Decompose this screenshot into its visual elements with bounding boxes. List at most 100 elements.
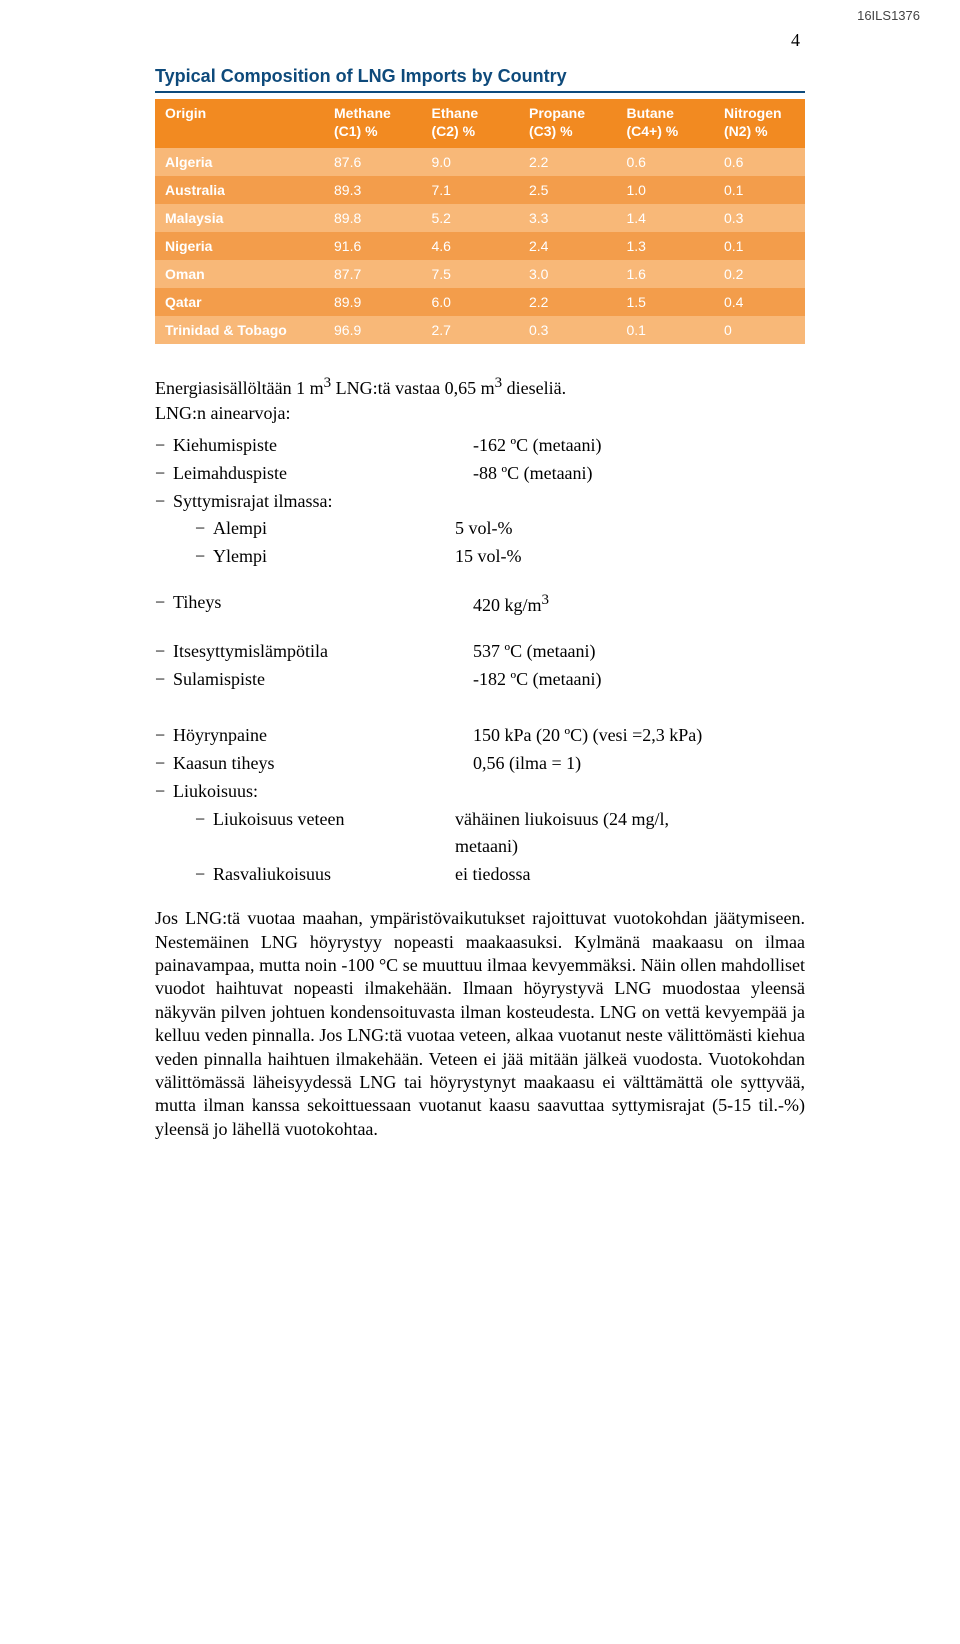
- table-row: Nigeria91.64.62.41.30.1: [155, 232, 805, 260]
- table-cell: Qatar: [155, 288, 324, 316]
- table-cell: 2.7: [422, 316, 520, 344]
- table-header-cell: Nitrogen(N2) %: [714, 99, 805, 148]
- table-head: OriginMethane(C1) %Ethane(C2) %Propane(C…: [155, 99, 805, 148]
- table-cell: 7.5: [422, 260, 520, 288]
- page-number: 4: [791, 30, 800, 51]
- table-cell: 5.2: [422, 204, 520, 232]
- value-label: Höyrynpaine: [173, 722, 473, 750]
- table-cell: 1.3: [617, 232, 715, 260]
- dash-icon: −: [195, 543, 213, 571]
- value-row: −Liukoisuus:: [155, 778, 805, 806]
- value-label: Tiheys: [173, 589, 473, 620]
- value-label: Liukoisuus veteen: [213, 806, 455, 862]
- table-cell: 96.9: [324, 316, 422, 344]
- value-row: −Syttymisrajat ilmassa:: [155, 488, 805, 516]
- value-text: 537 ºC (metaani): [473, 638, 596, 666]
- table-cell: 0.1: [714, 232, 805, 260]
- value-row: −Liukoisuus veteenvähäinen liukoisuus (2…: [155, 806, 805, 862]
- table-cell: 1.4: [617, 204, 715, 232]
- value-label: Itsesyttymislämpötila: [173, 638, 473, 666]
- table-cell: 2.2: [519, 148, 617, 176]
- table-cell: 0.6: [714, 148, 805, 176]
- value-row: −Sulamispiste-182 ºC (metaani): [155, 666, 805, 694]
- value-row: −Ylempi15 vol-%: [155, 543, 805, 571]
- table-cell: Malaysia: [155, 204, 324, 232]
- value-text: 150 kPa (20 ºC) (vesi =2,3 kPa): [473, 722, 702, 750]
- table-cell: 7.1: [422, 176, 520, 204]
- table-row: Malaysia89.85.23.31.40.3: [155, 204, 805, 232]
- value-row: −Kaasun tiheys0,56 (ilma = 1): [155, 750, 805, 778]
- table-cell: 0.3: [714, 204, 805, 232]
- table-cell: 91.6: [324, 232, 422, 260]
- table-body: Algeria87.69.02.20.60.6Australia89.37.12…: [155, 148, 805, 344]
- value-label: Liukoisuus:: [173, 778, 473, 806]
- value-label: Kiehumispiste: [173, 432, 473, 460]
- dash-icon: −: [195, 806, 213, 862]
- table-row: Australia89.37.12.51.00.1: [155, 176, 805, 204]
- value-row: −Alempi5 vol-%: [155, 515, 805, 543]
- dash-icon: −: [155, 666, 173, 694]
- value-text: 420 kg/m3: [473, 589, 549, 620]
- values-block: −Kiehumispiste-162 ºC (metaani)−Leimahdu…: [155, 432, 805, 889]
- table-header-cell: Butane(C4+) %: [617, 99, 715, 148]
- table-cell: 4.6: [422, 232, 520, 260]
- table-cell: 0: [714, 316, 805, 344]
- table-cell: 89.3: [324, 176, 422, 204]
- table-cell: 6.0: [422, 288, 520, 316]
- value-label: Kaasun tiheys: [173, 750, 473, 778]
- value-label: Leimahduspiste: [173, 460, 473, 488]
- dash-icon: −: [155, 750, 173, 778]
- table-row: Algeria87.69.02.20.60.6: [155, 148, 805, 176]
- composition-table: OriginMethane(C1) %Ethane(C2) %Propane(C…: [155, 99, 805, 344]
- table-row: Trinidad & Tobago96.92.70.30.10: [155, 316, 805, 344]
- dash-icon: −: [195, 861, 213, 889]
- value-label: Sulamispiste: [173, 666, 473, 694]
- value-row: −Höyrynpaine150 kPa (20 ºC) (vesi =2,3 k…: [155, 722, 805, 750]
- dash-icon: −: [155, 722, 173, 750]
- table-row: Qatar89.96.02.21.50.4: [155, 288, 805, 316]
- value-text: vähäinen liukoisuus (24 mg/l, metaani): [455, 806, 715, 862]
- table-cell: 0.3: [519, 316, 617, 344]
- body-paragraph: Jos LNG:tä vuotaa maahan, ympäristövaiku…: [155, 907, 805, 1141]
- dash-icon: −: [155, 488, 173, 516]
- table-cell: 87.7: [324, 260, 422, 288]
- table-cell: 2.4: [519, 232, 617, 260]
- value-text: -162 ºC (metaani): [473, 432, 602, 460]
- value-text: 0,56 (ilma = 1): [473, 750, 581, 778]
- table-header-cell: Ethane(C2) %: [422, 99, 520, 148]
- value-row: −Rasvaliukoisuusei tiedossa: [155, 861, 805, 889]
- table-header-cell: Methane(C1) %: [324, 99, 422, 148]
- table-cell: 0.6: [617, 148, 715, 176]
- table-cell: Australia: [155, 176, 324, 204]
- table-cell: 0.2: [714, 260, 805, 288]
- table-cell: 0.4: [714, 288, 805, 316]
- value-text: -88 ºC (metaani): [473, 460, 593, 488]
- table-row: Oman87.77.53.01.60.2: [155, 260, 805, 288]
- table-header-cell: Origin: [155, 99, 324, 148]
- page-content: Typical Composition of LNG Imports by Co…: [0, 0, 960, 1181]
- table-cell: 89.8: [324, 204, 422, 232]
- table-title: Typical Composition of LNG Imports by Co…: [155, 60, 805, 93]
- table-cell: 2.2: [519, 288, 617, 316]
- dash-icon: −: [155, 638, 173, 666]
- table-cell: 3.0: [519, 260, 617, 288]
- value-label: Syttymisrajat ilmassa:: [173, 488, 473, 516]
- value-label: Rasvaliukoisuus: [213, 861, 455, 889]
- dash-icon: −: [195, 515, 213, 543]
- table-cell: 2.5: [519, 176, 617, 204]
- table-cell: 0.1: [714, 176, 805, 204]
- table-cell: Algeria: [155, 148, 324, 176]
- table-cell: Trinidad & Tobago: [155, 316, 324, 344]
- value-text: -182 ºC (metaani): [473, 666, 602, 694]
- table-cell: 0.1: [617, 316, 715, 344]
- table-cell: 87.6: [324, 148, 422, 176]
- table-cell: 89.9: [324, 288, 422, 316]
- value-label: Ylempi: [213, 543, 455, 571]
- dash-icon: −: [155, 778, 173, 806]
- value-label: Alempi: [213, 515, 455, 543]
- table-cell: 1.0: [617, 176, 715, 204]
- table-cell: 9.0: [422, 148, 520, 176]
- dash-icon: −: [155, 460, 173, 488]
- value-row: −Tiheys420 kg/m3: [155, 589, 805, 620]
- table-cell: Nigeria: [155, 232, 324, 260]
